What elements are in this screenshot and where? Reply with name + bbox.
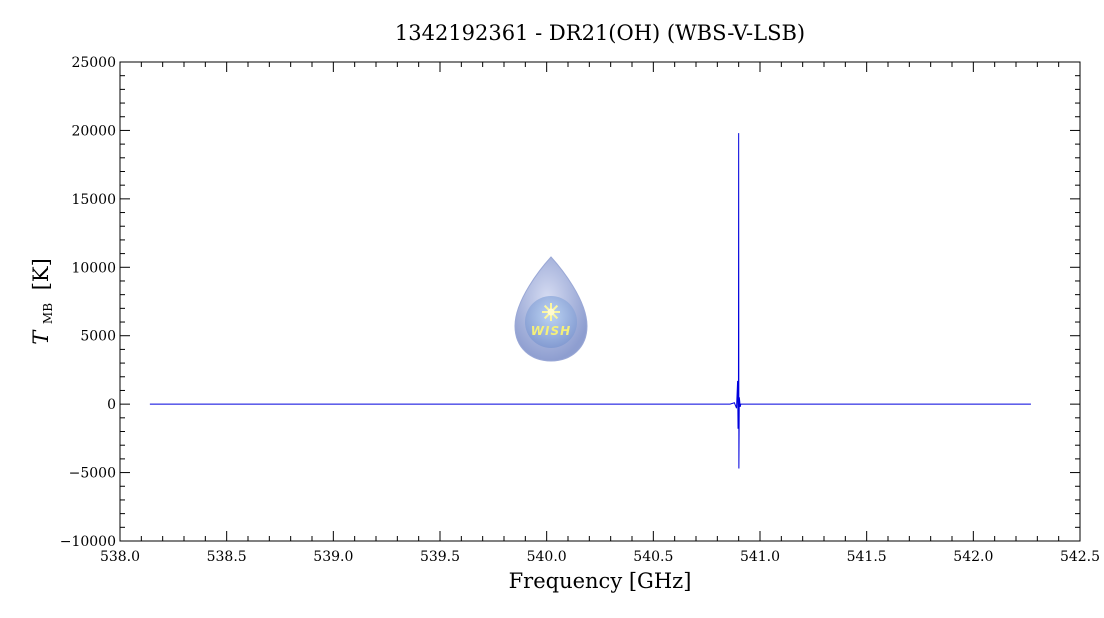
x-tick-label: 538.5 bbox=[207, 549, 247, 565]
x-tick-label: 540.0 bbox=[527, 549, 567, 565]
y-tick-labels: 25000 20000 15000 10000 5000 0 −5000 −10000 bbox=[60, 55, 116, 550]
axis-ticks bbox=[119, 61, 1081, 542]
y-axis-label-unit: [K] bbox=[29, 258, 53, 290]
x-axis-label: Frequency [GHz] bbox=[509, 569, 692, 593]
logo-orb bbox=[525, 296, 577, 348]
y-tick-label: 10000 bbox=[71, 260, 116, 276]
chart-title: 1342192361 - DR21(OH) (WBS-V-LSB) bbox=[395, 21, 805, 45]
x-tick-label: 540.5 bbox=[633, 549, 673, 565]
plot-series bbox=[149, 133, 1031, 469]
y-tick-label: −10000 bbox=[60, 534, 116, 550]
y-tick-label: 0 bbox=[107, 397, 116, 413]
x-tick-label: 541.0 bbox=[740, 549, 780, 565]
x-tick-label: 542.5 bbox=[1060, 549, 1100, 565]
star-icon bbox=[542, 303, 560, 321]
wish-logo-watermark: WISH bbox=[514, 256, 588, 362]
svg-text:T MB [K]: T MB [K] bbox=[29, 258, 57, 345]
logo-text: WISH bbox=[531, 324, 571, 338]
x-tick-labels: 538.0 538.5 539.0 539.5 540.0 540.5 541.0 541.5… bbox=[100, 549, 1100, 565]
x-tick-label: 539.0 bbox=[313, 549, 353, 565]
x-tick-label: 541.5 bbox=[847, 549, 887, 565]
spectrum-line bbox=[149, 133, 1031, 469]
y-tick-label: 20000 bbox=[71, 123, 116, 139]
y-axis-label: T MB [K] bbox=[29, 258, 57, 345]
y-tick-label: 15000 bbox=[71, 192, 116, 208]
y-tick-label: 25000 bbox=[71, 55, 116, 71]
y-axis-label-main: T bbox=[29, 329, 53, 345]
y-tick-label: −5000 bbox=[69, 466, 116, 482]
y-axis-label-sub: MB bbox=[41, 303, 55, 324]
plot-frame bbox=[119, 61, 1081, 542]
x-tick-label: 539.5 bbox=[420, 549, 460, 565]
x-tick-label: 542.0 bbox=[953, 549, 993, 565]
x-tick-label: 538.0 bbox=[100, 549, 140, 565]
y-tick-label: 5000 bbox=[80, 329, 116, 345]
